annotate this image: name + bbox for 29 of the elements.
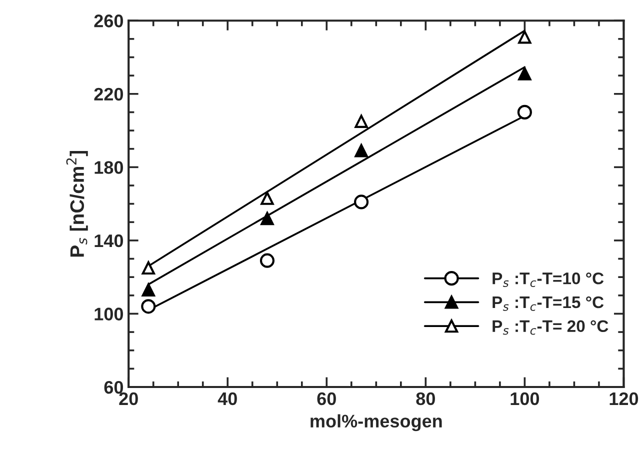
legend-label: P$_{s}$ :T$_{c}$-T=10 °C xyxy=(492,272,604,288)
point xyxy=(142,283,156,297)
x-tick-label: 60 xyxy=(317,392,336,406)
point xyxy=(354,144,368,158)
x-tick-label: 20 xyxy=(119,392,138,406)
point xyxy=(260,212,274,226)
y-tick-label: 220 xyxy=(94,88,123,101)
point xyxy=(517,104,532,120)
point xyxy=(142,261,156,275)
point xyxy=(354,114,368,128)
y-axis-title: P$_{s}$ [nC/cm$^{2}$] xyxy=(66,151,88,257)
point xyxy=(354,194,369,210)
legend-label: P$_{s}$ :T$_{c}$-T=15 °C xyxy=(492,296,604,311)
y-tick-label: 60 xyxy=(104,380,123,394)
point xyxy=(141,299,156,314)
x-tick-label: 100 xyxy=(510,392,540,406)
point xyxy=(518,30,532,44)
y-tick-label: 260 xyxy=(94,14,123,28)
x-axis-title: mol%-mesogen xyxy=(310,414,442,432)
x-tick-label: 80 xyxy=(416,392,435,406)
y-tick-label: 140 xyxy=(94,234,123,248)
y-tick-label: 100 xyxy=(94,308,123,320)
legend-label: P$_{s}$ :T$_{c}$-T= 20 °C xyxy=(492,320,608,335)
point xyxy=(260,253,275,268)
x-tick-label: 40 xyxy=(218,392,237,406)
x-tick-label: 120 xyxy=(610,392,638,406)
point xyxy=(260,192,274,205)
y-tick-label: 180 xyxy=(94,161,123,174)
point xyxy=(518,67,532,80)
